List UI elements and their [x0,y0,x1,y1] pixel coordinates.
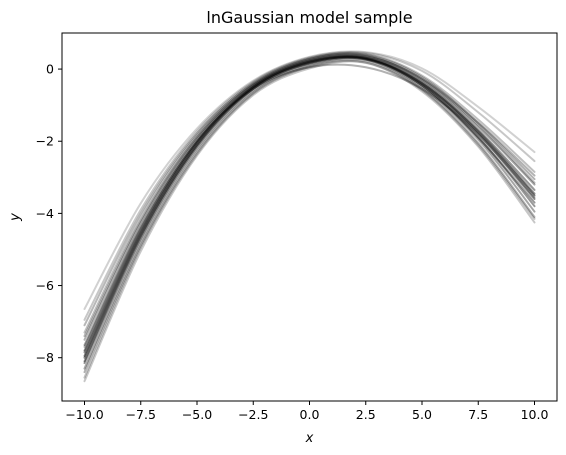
y-axis-ticks: 0 −2 −4 −6 −8 [36,62,62,365]
x-tick-label: −5.0 [182,407,212,422]
x-tick-label: 10.0 [521,407,549,422]
series-line-5 [83,53,536,347]
series-line-9 [83,51,536,334]
y-tick-label: −4 [36,206,54,221]
y-tick-label: 0 [46,62,54,77]
series-line-4 [83,56,536,365]
series-line-10 [83,60,536,383]
series-lines [83,50,536,383]
x-tick-label: −2.5 [238,407,268,422]
series-line-8 [83,58,536,374]
series-line-6 [83,57,536,370]
x-axis-ticks: −10.0 −7.5 −5.0 −2.5 0.0 2.5 5.0 7.5 10.0 [65,401,548,422]
series-line-13 [83,63,536,348]
y-tick-label: −2 [36,134,54,149]
series-line-14 [83,52,536,327]
y-tick-label: −8 [36,350,54,365]
x-axis-label: x [305,431,314,446]
chart-title: lnGaussian model sample [206,8,412,27]
y-tick-label: −6 [36,278,54,293]
series-line-15 [83,59,536,379]
series-line-11 [83,50,536,321]
series-line-7 [83,52,536,341]
series-line-17 [83,56,536,363]
plot-background [62,33,557,401]
series-line-12 [83,50,536,310]
series-line-16 [83,54,536,338]
x-tick-label: −10.0 [65,407,103,422]
x-tick-label: −7.5 [126,407,156,422]
y-axis-label: y [8,213,23,222]
series-line-2 [83,56,536,359]
x-tick-label: 2.5 [356,407,376,422]
series-line-18 [83,55,536,354]
series-line-3 [83,54,536,352]
x-tick-label: 5.0 [412,407,432,422]
x-tick-label: 7.5 [468,407,488,422]
series-line-1 [83,55,536,357]
x-tick-label: 0.0 [300,407,320,422]
